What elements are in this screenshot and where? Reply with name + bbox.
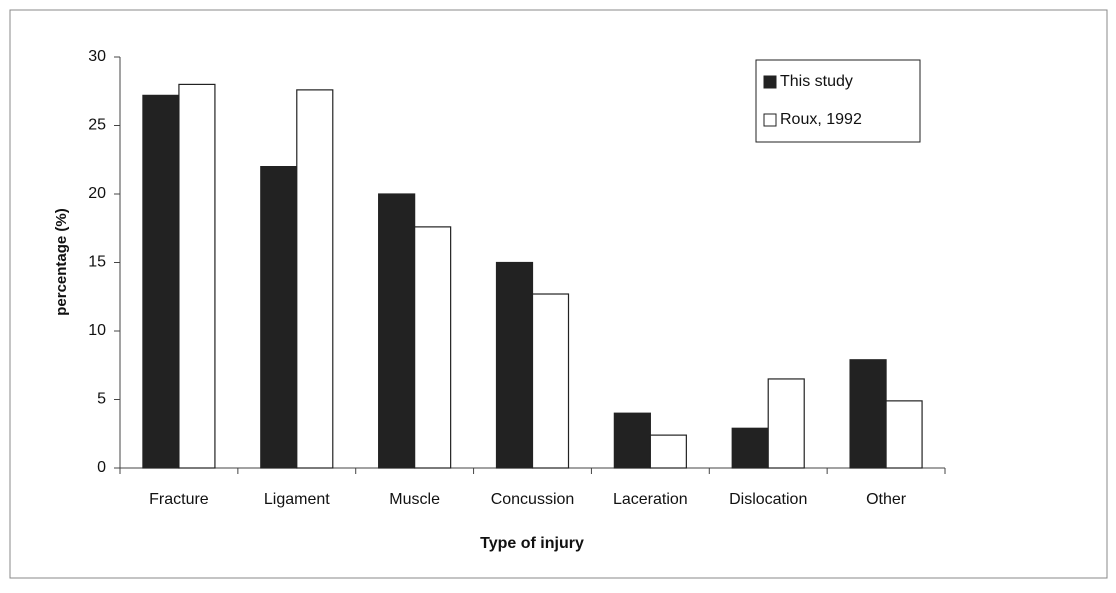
bar [378,193,416,469]
bar [296,89,334,469]
legend-label: Roux, 1992 [780,111,862,128]
y-tick-label: 30 [88,48,106,65]
y-tick-label: 5 [97,391,106,408]
x-tick-label: Laceration [613,491,688,508]
bar [142,94,180,469]
bar [414,226,452,469]
legend-swatch [763,113,777,127]
bar [260,166,298,469]
bar [731,427,769,469]
bar [531,293,570,469]
y-axis-label: percentage (%) [53,208,70,316]
y-tick-label: 20 [88,185,106,202]
x-tick-label: Muscle [389,491,440,508]
bar [613,412,651,469]
y-tick-label: 15 [88,254,106,271]
x-axis-label: Type of injury [480,535,584,552]
bar [495,261,534,469]
bar [178,83,216,469]
legend-label: This study [780,73,853,90]
x-tick-label: Other [866,491,907,508]
x-tick-label: Dislocation [729,491,807,508]
x-tick-label: Fracture [149,491,209,508]
y-tick-label: 25 [88,117,106,134]
x-tick-label: Ligament [264,491,330,508]
x-tick-label: Concussion [491,491,575,508]
bar [849,359,887,469]
legend-swatch [763,75,777,89]
bar [885,400,923,469]
bar [649,434,687,469]
frame [9,9,1108,579]
y-tick-label: 0 [97,459,106,476]
bar [767,378,805,469]
legend-box [755,59,921,143]
y-tick-label: 10 [88,322,106,339]
